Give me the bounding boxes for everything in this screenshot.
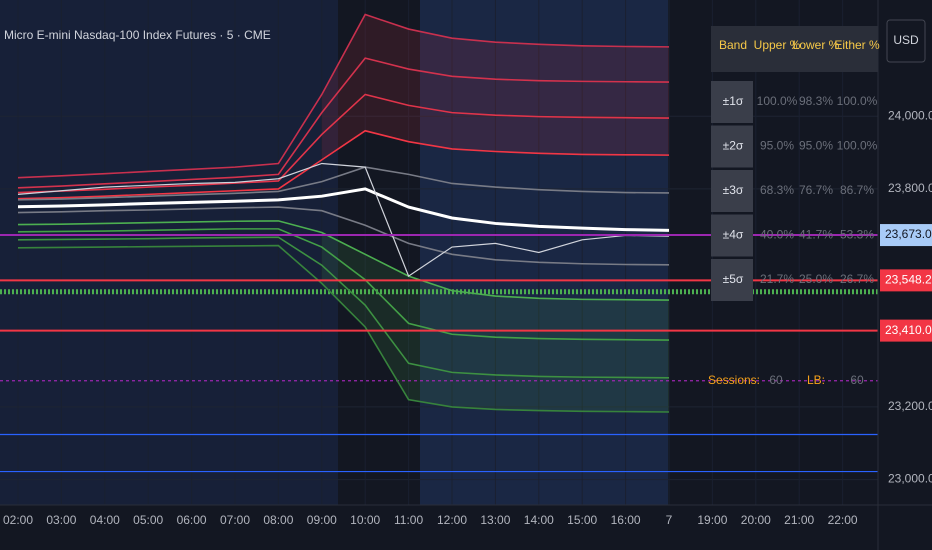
table-cell: 86.7% <box>840 183 874 197</box>
series-line <box>17 236 670 379</box>
row-label-bg <box>711 170 753 212</box>
row-label-bg <box>711 214 753 257</box>
table-footer: LB: <box>807 373 825 387</box>
price-label: 23,548.25 <box>885 273 932 287</box>
row-label-bg <box>711 259 753 301</box>
currency: USD <box>893 33 919 47</box>
x-axis-panel <box>0 505 932 550</box>
series-line <box>17 244 670 413</box>
x-tick-label: 16:00 <box>611 513 641 527</box>
row-label: ±5σ <box>723 272 744 286</box>
x-tick-label: 12:00 <box>437 513 467 527</box>
x-tick-label: 04:00 <box>90 513 120 527</box>
plot <box>0 0 878 505</box>
currency-button[interactable] <box>886 19 926 63</box>
session-shade <box>0 0 338 505</box>
price-label-bg <box>880 319 932 342</box>
table-cell: 40.0% <box>760 228 794 242</box>
x-tick-label: 07:00 <box>220 513 250 527</box>
price-label-bg <box>880 269 932 292</box>
table-footer: 60 <box>769 373 783 387</box>
row-label-bg <box>711 125 753 168</box>
chart-title: Micro E-mini Nasdaq-100 Index Futures · … <box>4 28 271 42</box>
table-cell: 100.0% <box>757 94 798 108</box>
series-line <box>17 93 670 194</box>
row-label: ±3σ <box>723 183 744 197</box>
x-tick-label: 02:00 <box>3 513 33 527</box>
series-line <box>17 13 670 179</box>
x-tick-label: 22:00 <box>828 513 858 527</box>
table-cell: 25.0% <box>799 272 833 286</box>
table-cell: 21.7% <box>760 272 794 286</box>
table-cell: 26.7% <box>840 272 874 286</box>
x-tick-label: 7 <box>666 513 673 527</box>
table-cell: 68.3% <box>760 183 794 197</box>
row-label-bg <box>711 81 753 123</box>
x-tick-label: 11:00 <box>394 513 423 527</box>
x-tick-label: 20:00 <box>741 513 771 527</box>
table-cell: 76.7% <box>799 183 833 197</box>
axes: 23,000.00 23,200.00 23,800.00 24,000.00 02:0… <box>3 108 932 527</box>
table-cell: 100.0% <box>837 94 878 108</box>
series-line <box>17 206 670 266</box>
table-cell: 98.3% <box>799 94 833 108</box>
row-label: ±2σ <box>723 139 744 153</box>
y-tick-label: 24,000.00 <box>888 108 932 122</box>
price-label: 23,410.00 <box>885 323 932 337</box>
y-tick-label: 23,000.00 <box>888 472 932 486</box>
row-label: ±4σ <box>723 228 744 242</box>
price-label: 23,673.00 <box>885 227 932 241</box>
x-tick-label: 03:00 <box>46 513 76 527</box>
y-tick-label: 23,200.00 <box>888 399 932 413</box>
series-line <box>17 187 670 232</box>
table-header: Lower % <box>793 38 840 52</box>
stats-table: Band Upper %Lower %Either %±1σ 100.0% 98.3%… <box>708 26 880 387</box>
y-tick-label: 23,800.00 <box>888 181 932 195</box>
series-line <box>17 166 670 201</box>
table-footer: Sessions: <box>708 373 760 387</box>
table-cell: 95.0% <box>799 139 833 153</box>
series-line <box>17 162 670 278</box>
series-line <box>17 129 670 200</box>
row-label: ±1σ <box>723 94 744 108</box>
x-tick-label: 14:00 <box>524 513 554 527</box>
table-header-bg <box>711 26 878 72</box>
series-line <box>17 57 670 189</box>
table-cell: 41.7% <box>799 228 833 242</box>
band-fill <box>321 232 669 412</box>
table-header: Upper % <box>754 38 801 52</box>
x-tick-label: 08:00 <box>263 513 293 527</box>
table-header: Either % <box>834 38 880 52</box>
table-header: Band <box>719 38 747 52</box>
x-tick-label: 19:00 <box>697 513 727 527</box>
x-tick-label: 13:00 <box>480 513 510 527</box>
series-line <box>17 228 670 341</box>
table-cell: 53.3% <box>840 228 874 242</box>
x-tick-label: 06:00 <box>177 513 207 527</box>
price-label-bg <box>880 224 932 247</box>
table-cell: 100.0% <box>837 139 878 153</box>
x-tick-label: 05:00 <box>133 513 163 527</box>
x-tick-label: 15:00 <box>567 513 597 527</box>
x-tick-label: 21:00 <box>784 513 814 527</box>
band-fill <box>321 14 669 160</box>
x-tick-label: 10:00 <box>350 513 380 527</box>
x-tick-label: 09:00 <box>307 513 337 527</box>
session-shade <box>420 0 668 505</box>
table-footer: 60 <box>850 373 864 387</box>
table-cell: 95.0% <box>760 139 794 153</box>
series-line <box>17 220 670 301</box>
